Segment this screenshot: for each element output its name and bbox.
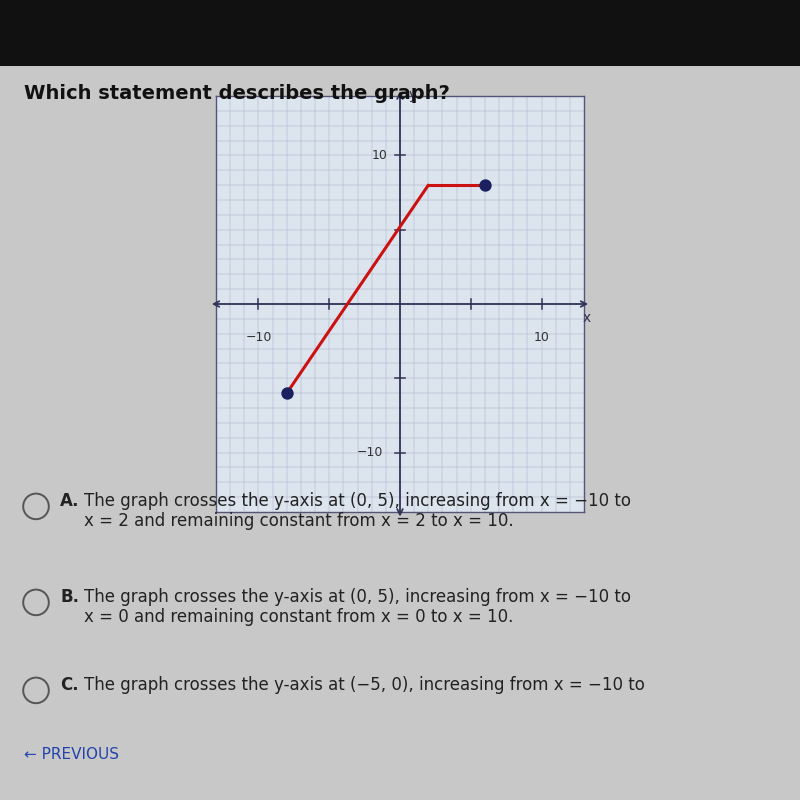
Text: −10: −10 (357, 446, 383, 459)
Text: x = 2 and remaining constant from x = 2 to x = 10.: x = 2 and remaining constant from x = 2 … (84, 512, 514, 530)
Text: 10: 10 (371, 149, 387, 162)
Text: B.: B. (60, 588, 79, 606)
Text: −10: −10 (246, 330, 272, 344)
Point (478, 178, 491, 191)
Text: 10: 10 (534, 330, 550, 344)
Text: C.: C. (60, 676, 78, 694)
Text: The graph crosses the y-axis at (0, 5), increasing from x = −10 to: The graph crosses the y-axis at (0, 5), … (84, 588, 631, 606)
Text: x = 0 and remaining constant from x = 0 to x = 10.: x = 0 and remaining constant from x = 0 … (84, 608, 514, 626)
Text: x: x (582, 311, 591, 325)
Point (280, 386, 293, 399)
Text: A.: A. (60, 492, 79, 510)
Text: The graph crosses the y-axis at (−5, 0), increasing from x = −10 to: The graph crosses the y-axis at (−5, 0),… (84, 676, 645, 694)
Text: The graph crosses the y-axis at (0, 5), increasing from x = −10 to: The graph crosses the y-axis at (0, 5), … (84, 492, 631, 510)
Text: y: y (409, 88, 417, 102)
Text: Which statement describes the graph?: Which statement describes the graph? (24, 84, 450, 103)
Text: ← PREVIOUS: ← PREVIOUS (24, 746, 119, 762)
